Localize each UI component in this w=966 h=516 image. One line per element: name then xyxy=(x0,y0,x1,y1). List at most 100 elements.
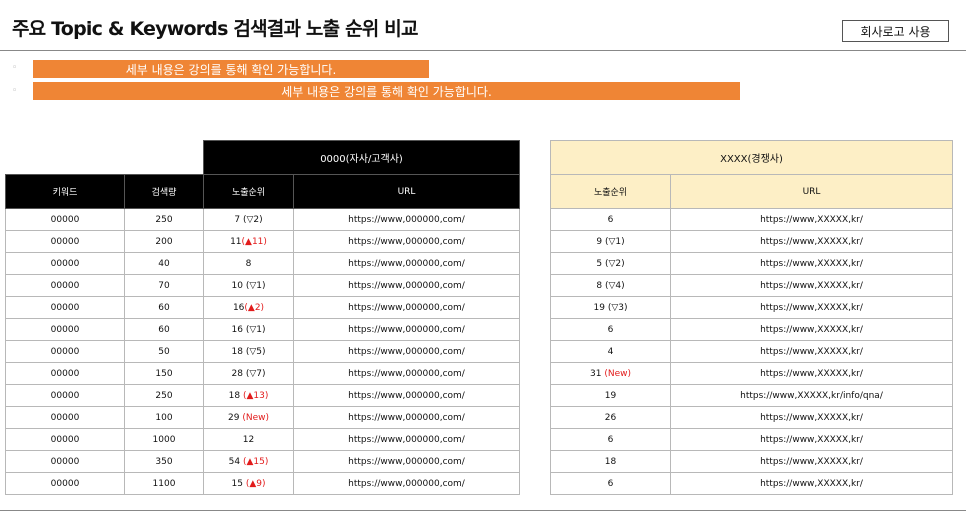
url-cell[interactable]: https://www,XXXXX,kr/ xyxy=(670,428,953,451)
url-cell[interactable]: https://www,XXXXX,kr/ xyxy=(670,406,953,429)
keyword-cell: 00000 xyxy=(5,428,125,451)
table-row: 26 https://www,XXXXX,kr/ xyxy=(550,406,953,429)
keyword-cell: 00000 xyxy=(5,406,125,429)
rank-value: 16 xyxy=(231,324,243,335)
url-cell[interactable]: https://www,XXXXX,kr/ xyxy=(670,472,953,495)
table-row: 00000 250 18 (▲13) https://www,000000,com/ xyxy=(5,384,520,407)
url-cell[interactable]: https://www,XXXXX,kr/ xyxy=(670,296,953,319)
rank-cell: 28 (▽7) xyxy=(203,362,294,385)
table-row: 6 https://www,XXXXX,kr/ xyxy=(550,472,953,495)
url-cell[interactable]: https://www,XXXXX,kr/ xyxy=(670,274,953,297)
rank-value: 10 xyxy=(231,280,243,291)
bottom-divider xyxy=(0,510,966,511)
rank-value: 9 xyxy=(596,236,603,247)
table-row: 19 (▽3) https://www,XXXXX,kr/ xyxy=(550,296,953,319)
table-row: 6 https://www,XXXXX,kr/ xyxy=(550,428,953,451)
volume-cell: 60 xyxy=(124,318,204,341)
url-cell[interactable]: https://www,XXXXX,kr/ xyxy=(670,252,953,275)
url-cell[interactable]: https://www,XXXXX,kr/ xyxy=(670,450,953,473)
keyword-cell: 00000 xyxy=(5,296,125,319)
table-row: 00000 1000 12 https://www,000000,com/ xyxy=(5,428,520,451)
keyword-cell: 00000 xyxy=(5,450,125,473)
url-cell[interactable]: https://www,000000,com/ xyxy=(293,252,520,275)
volume-cell: 250 xyxy=(124,384,204,407)
info-banner-2: 세부 내용은 강의를 통해 확인 가능합니다. xyxy=(33,82,740,100)
rank-cell: 8 (▽4) xyxy=(550,274,671,297)
rank-value: 6 xyxy=(607,214,614,225)
volume-cell: 350 xyxy=(124,450,204,473)
url-cell[interactable]: https://www,000000,com/ xyxy=(293,296,520,319)
url-cell[interactable]: https://www,XXXXX,kr/ xyxy=(670,362,953,385)
url-cell[interactable]: https://www,XXXXX,kr/ xyxy=(670,208,953,231)
url-cell[interactable]: https://www,XXXXX,kr/info/qna/ xyxy=(670,384,953,407)
url-cell[interactable]: https://www,000000,com/ xyxy=(293,450,520,473)
company-logo-button[interactable]: 회사로고 사용 xyxy=(842,20,949,42)
rank-change: (▽2) xyxy=(602,258,625,269)
rank-cell: 9 (▽1) xyxy=(550,230,671,253)
url-cell[interactable]: https://www,000000,com/ xyxy=(293,340,520,363)
rank-change-up: (New) xyxy=(604,368,631,379)
url-cell[interactable]: https://www,000000,com/ xyxy=(293,428,520,451)
rank-change-up: (▲15) xyxy=(242,456,269,467)
rank-value: 5 xyxy=(596,258,603,269)
rank-cell: 6 xyxy=(550,428,671,451)
rank-value: 29 xyxy=(228,412,240,423)
volume-cell: 100 xyxy=(124,406,204,429)
url-cell[interactable]: https://www,XXXXX,kr/ xyxy=(670,230,953,253)
rank-value: 4 xyxy=(607,346,614,357)
rank-cell: 19 xyxy=(550,384,671,407)
table-row: 00000 50 18 (▽5) https://www,000000,com/ xyxy=(5,340,520,363)
competitor-table: XXXX(경쟁사) 노출순위 URL 6 https://www,XXXXX,kr… xyxy=(550,140,953,495)
table-row: 31 (New) https://www,XXXXX,kr/ xyxy=(550,362,953,385)
rank-value: 31 xyxy=(590,368,602,379)
top-divider xyxy=(0,50,966,51)
rank-change: (▽1) xyxy=(242,324,266,335)
keyword-cell: 00000 xyxy=(5,252,125,275)
column-header-keyword: 키워드 xyxy=(5,174,125,209)
volume-cell: 1000 xyxy=(124,428,204,451)
url-cell[interactable]: https://www,XXXXX,kr/ xyxy=(670,318,953,341)
rank-cell: 6 xyxy=(550,318,671,341)
rank-change-up: (▲13) xyxy=(242,390,269,401)
url-cell[interactable]: https://www,000000,com/ xyxy=(293,208,520,231)
rank-change: (▽5) xyxy=(242,346,266,357)
table-row: 00000 100 29 (New) https://www,000000,com/ xyxy=(5,406,520,429)
rank-value: 12 xyxy=(242,434,255,445)
rank-cell: 8 xyxy=(203,252,294,275)
own-company-group-header: 0000(자사/고객사) xyxy=(203,140,520,175)
rank-change: (▽1) xyxy=(602,236,625,247)
rank-value: 6 xyxy=(607,434,614,445)
volume-cell: 200 xyxy=(124,230,204,253)
volume-cell: 70 xyxy=(124,274,204,297)
rank-value: 18 xyxy=(228,390,241,401)
url-cell[interactable]: https://www,000000,com/ xyxy=(293,274,520,297)
table-row: 4 https://www,XXXXX,kr/ xyxy=(550,340,953,363)
url-cell[interactable]: https://www,XXXXX,kr/ xyxy=(670,340,953,363)
rank-cell: 11(▲11) xyxy=(203,230,294,253)
table-row: 00000 60 16(▲2) https://www,000000,com/ xyxy=(5,296,520,319)
table-row: 00000 60 16 (▽1) https://www,000000,com/ xyxy=(5,318,520,341)
rank-cell: 26 xyxy=(550,406,671,429)
volume-cell: 250 xyxy=(124,208,204,231)
url-cell[interactable]: https://www,000000,com/ xyxy=(293,362,520,385)
rank-cell: 5 (▽2) xyxy=(550,252,671,275)
rank-value: 19 xyxy=(593,302,605,313)
keyword-cell: 00000 xyxy=(5,472,125,495)
url-cell[interactable]: https://www,000000,com/ xyxy=(293,384,520,407)
url-cell[interactable]: https://www,000000,com/ xyxy=(293,472,520,495)
rank-cell: 10 (▽1) xyxy=(203,274,294,297)
competitor-group-header: XXXX(경쟁사) xyxy=(550,140,953,175)
rank-cell: 4 xyxy=(550,340,671,363)
keyword-cell: 00000 xyxy=(5,384,125,407)
url-cell[interactable]: https://www,000000,com/ xyxy=(293,318,520,341)
volume-cell: 60 xyxy=(124,296,204,319)
url-cell[interactable]: https://www,000000,com/ xyxy=(293,230,520,253)
table-row: 00000 200 11(▲11) https://www,000000,com/ xyxy=(5,230,520,253)
table-row: 9 (▽1) https://www,XXXXX,kr/ xyxy=(550,230,953,253)
rank-cell: 31 (New) xyxy=(550,362,671,385)
rank-value: 8 xyxy=(596,280,603,291)
own-company-table: 0000(자사/고객사) 키워드 검색량 노출순위 URL 00000 250 7 … xyxy=(5,140,520,495)
rank-value: 18 xyxy=(604,456,617,467)
url-cell[interactable]: https://www,000000,com/ xyxy=(293,406,520,429)
rank-value: 6 xyxy=(607,324,614,335)
